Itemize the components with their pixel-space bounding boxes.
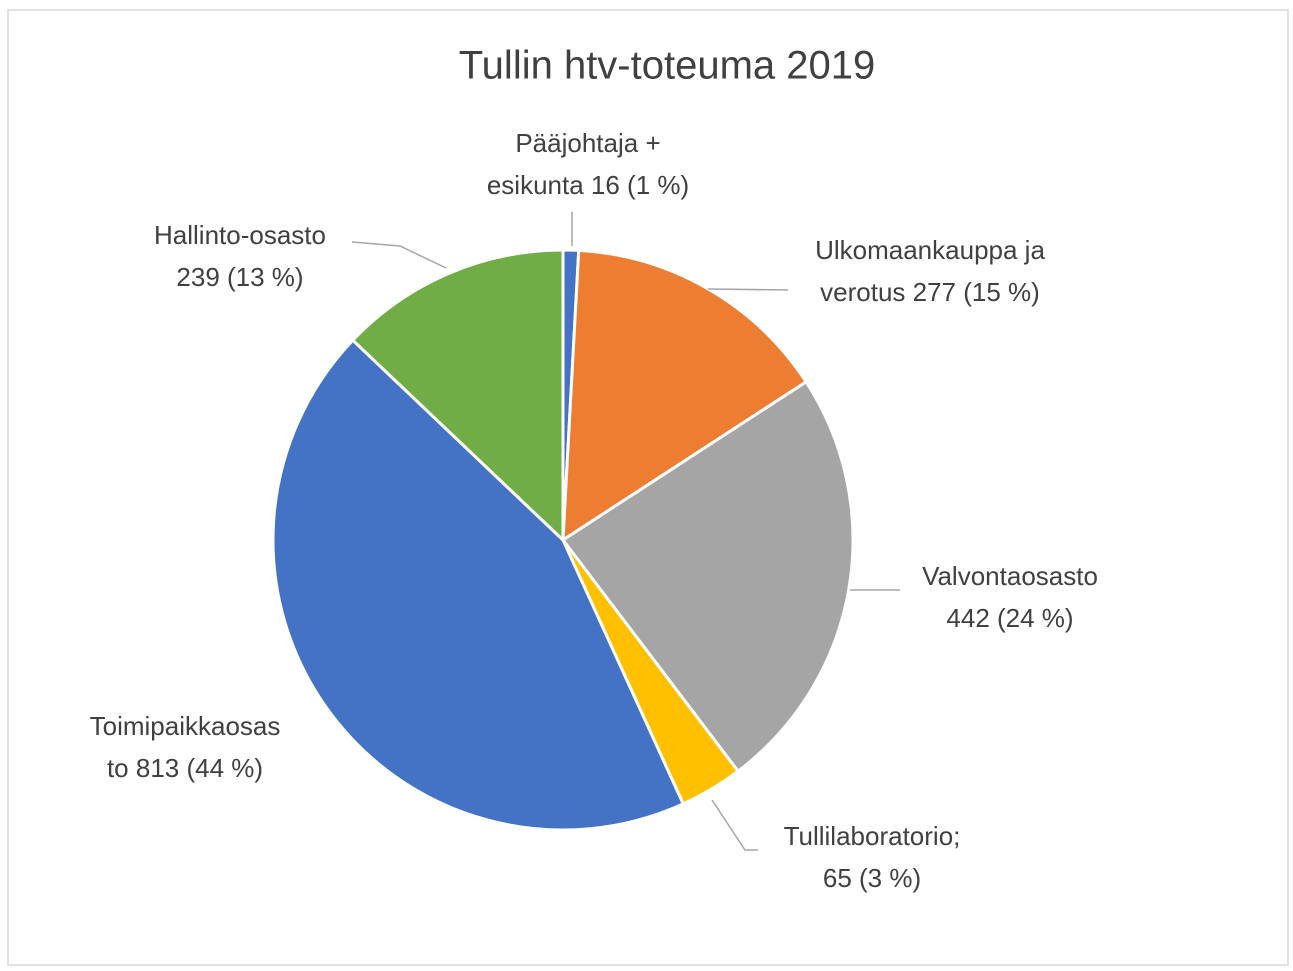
leader-line [351, 241, 447, 269]
data-label: esikunta 16 (1 %) [487, 170, 689, 200]
pie-slice [560, 379, 855, 774]
leader-line [711, 799, 758, 851]
pie-slice [271, 338, 686, 832]
data-label: 239 (13 %) [176, 262, 303, 292]
data-label: Pääjohtaja + [515, 128, 660, 158]
leader-line [707, 288, 789, 291]
data-label: 65 (3 %) [823, 863, 921, 893]
pie-slice [350, 248, 565, 544]
data-label: Hallinto-osasto [154, 220, 326, 250]
data-label: verotus 277 (15 %) [820, 277, 1040, 307]
data-label: Valvontaosasto [922, 561, 1098, 591]
data-label: 442 (24 %) [946, 603, 1073, 633]
data-label: to 813 (44 %) [107, 753, 263, 783]
data-label: Tullilaboratorio; [784, 821, 961, 851]
chart-title: Tullin htv-toteuma 2019 [459, 44, 876, 88]
data-label: Toimipaikkaosas [90, 711, 281, 741]
data-label: Ulkomaankauppa ja [815, 235, 1045, 265]
